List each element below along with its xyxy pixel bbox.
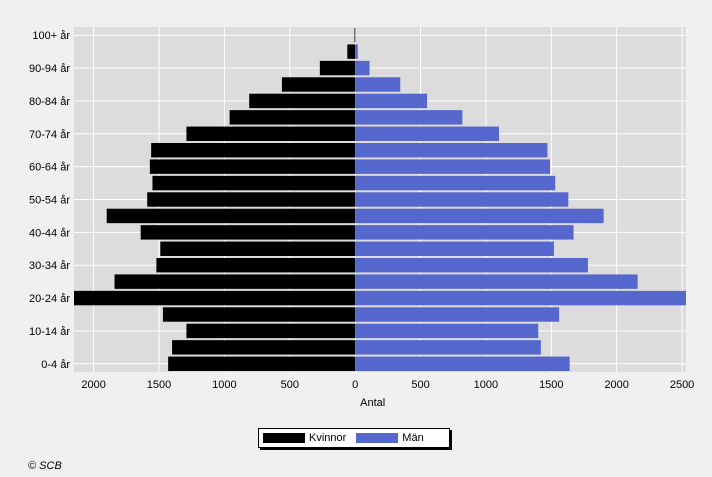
x-axis-title: Antal [360, 397, 385, 409]
bar-man [355, 290, 686, 306]
y-tick-label: 0-4 år [41, 359, 70, 371]
legend-item-man: Män [356, 432, 424, 444]
bar-kvinnor [186, 323, 356, 339]
y-tick-label: 10-14 år [29, 326, 70, 338]
bar-kvinnor [140, 225, 356, 240]
bar-kvinnor [156, 258, 356, 273]
y-tick-label: 100+ år [32, 30, 70, 42]
y-tick-label: 80-84 år [29, 96, 70, 108]
x-tick-label: 2000 [81, 379, 105, 391]
bar-man [355, 225, 574, 240]
x-tick-label: 500 [281, 379, 299, 391]
y-tick-label: 40-44 år [29, 227, 70, 239]
bar-kvinnor [162, 307, 356, 322]
bar-man [355, 241, 554, 256]
x-tick-label: 1000 [474, 379, 498, 391]
legend-item-kvinnor: Kvinnor [263, 432, 346, 444]
legend-swatch-man [356, 433, 399, 443]
bar-man [355, 60, 370, 76]
bar-man [355, 159, 550, 174]
bar-kvinnor [152, 175, 356, 191]
bar-man [355, 307, 560, 322]
bar-kvinnor [147, 192, 356, 207]
bar-man [355, 77, 401, 92]
bar-kvinnor [229, 110, 356, 125]
bar-man [355, 44, 358, 59]
legend-swatch-kvinnor [263, 433, 305, 443]
y-tick-label: 30-34 år [29, 260, 70, 272]
x-tick-label: 0 [352, 379, 358, 391]
bar-kvinnor [106, 208, 356, 224]
bar-man [355, 340, 541, 355]
bar-kvinnor [186, 126, 356, 141]
x-tick-label: 500 [411, 379, 429, 391]
bar-kvinnor [168, 356, 356, 371]
y-tick-label: 90-94 år [29, 63, 70, 75]
y-tick-label: 60-64 år [29, 162, 70, 174]
source-credit: © SCB [28, 460, 62, 472]
bar-kvinnor [151, 143, 356, 158]
x-tick-label: 1500 [147, 379, 171, 391]
bar-man [355, 356, 570, 371]
bar-man [355, 323, 539, 339]
x-tick-label: 2500 [670, 379, 694, 391]
bar-kvinnor [114, 274, 356, 289]
bar-man [355, 208, 604, 224]
bar-kvinnor [160, 241, 356, 256]
bar-kvinnor [172, 340, 356, 355]
legend-label-kvinnor: Kvinnor [309, 432, 347, 444]
legend-label-man: Män [402, 432, 424, 444]
bar-man [355, 93, 428, 109]
bar-kvinnor [347, 44, 356, 59]
bar-man [355, 143, 548, 158]
x-tick-label: 1500 [539, 379, 563, 391]
bar-man [355, 110, 463, 125]
y-tick-label: 20-24 år [29, 293, 70, 305]
bar-kvinnor [249, 93, 356, 109]
bar-kvinnor [319, 60, 356, 76]
bar-kvinnor [149, 159, 356, 174]
bar-man [355, 126, 499, 141]
y-tick-label: 70-74 år [29, 129, 70, 141]
bar-man [355, 258, 588, 273]
x-tick-label: 1000 [212, 379, 236, 391]
bar-man [355, 175, 556, 191]
legend: Kvinnor Män [258, 428, 450, 448]
bar-kvinnor [74, 290, 356, 306]
bar-man [355, 192, 569, 207]
bar-kvinnor [281, 77, 356, 92]
x-tick-label: 2000 [604, 379, 628, 391]
y-tick-label: 50-54 år [29, 195, 70, 207]
bar-man [355, 274, 638, 289]
bar-kvinnor [354, 28, 356, 43]
